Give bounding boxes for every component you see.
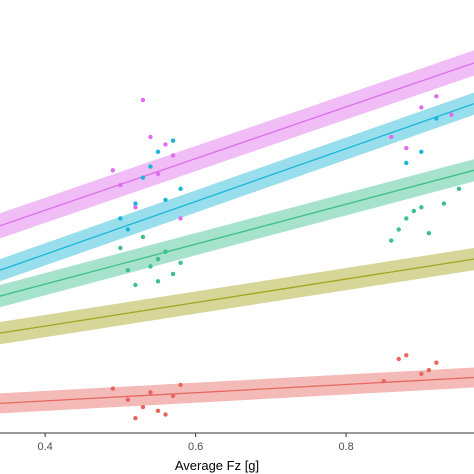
data-point — [411, 208, 417, 214]
data-point — [419, 371, 424, 376]
data-point — [133, 205, 138, 210]
data-point — [125, 397, 131, 402]
data-point — [155, 408, 161, 413]
data-point — [155, 279, 161, 284]
data-point — [110, 386, 116, 391]
data-point — [148, 390, 153, 395]
data-point — [426, 367, 432, 373]
x-axis-ticks: 0.4 0.6 0.8 — [37, 433, 354, 453]
data-point — [110, 168, 116, 173]
data-point — [178, 382, 183, 388]
data-point — [118, 182, 123, 188]
data-point — [163, 249, 168, 254]
data-point — [404, 145, 409, 151]
data-point — [163, 197, 168, 203]
data-point — [426, 231, 432, 236]
fit-line-4 — [0, 103, 474, 271]
data-point — [396, 356, 401, 362]
fit-line-5 — [0, 62, 474, 227]
data-point — [155, 149, 161, 154]
data-point — [178, 216, 183, 221]
data-point — [419, 105, 424, 110]
data-point — [140, 175, 146, 180]
fit-lines — [0, 62, 474, 405]
fit-line-2 — [0, 258, 474, 334]
data-point — [389, 238, 394, 243]
data-point — [419, 205, 424, 210]
data-point — [178, 260, 183, 265]
data-point — [140, 234, 146, 240]
data-point — [389, 134, 394, 140]
data-point — [404, 160, 409, 166]
data-point — [148, 164, 153, 169]
data-point — [381, 379, 386, 384]
data-point — [404, 216, 409, 221]
data-point — [404, 353, 409, 358]
data-point — [163, 412, 168, 417]
data-point — [419, 149, 424, 154]
data-point — [133, 201, 138, 206]
data-point — [170, 393, 176, 399]
data-point — [140, 97, 146, 103]
data-point — [140, 404, 146, 410]
data-point — [456, 186, 462, 191]
data-point — [170, 153, 176, 158]
data-point — [155, 171, 161, 177]
x-tick-label: 0.8 — [338, 441, 353, 453]
x-tick-label: 0.4 — [37, 441, 52, 453]
fit-line-3 — [0, 169, 474, 297]
fit-line-1 — [0, 376, 474, 405]
data-point — [449, 112, 454, 118]
data-points — [110, 94, 462, 421]
data-point — [396, 227, 401, 232]
data-point — [441, 201, 447, 206]
data-point — [170, 138, 176, 143]
x-axis-title: Average Fz [g] — [175, 458, 259, 473]
data-point — [133, 282, 138, 288]
data-point — [118, 216, 123, 221]
data-point — [434, 94, 439, 99]
data-point — [434, 116, 439, 121]
data-point — [178, 186, 183, 191]
data-point — [434, 360, 439, 365]
x-tick-label: 0.6 — [188, 441, 203, 453]
data-point — [148, 134, 153, 140]
data-point — [148, 264, 153, 269]
data-point — [125, 268, 131, 273]
data-point — [170, 271, 176, 277]
data-point — [163, 142, 168, 147]
data-point — [133, 416, 138, 421]
data-point — [118, 245, 123, 251]
data-point — [155, 256, 161, 262]
confidence-bands — [0, 50, 474, 414]
data-point — [125, 227, 131, 232]
